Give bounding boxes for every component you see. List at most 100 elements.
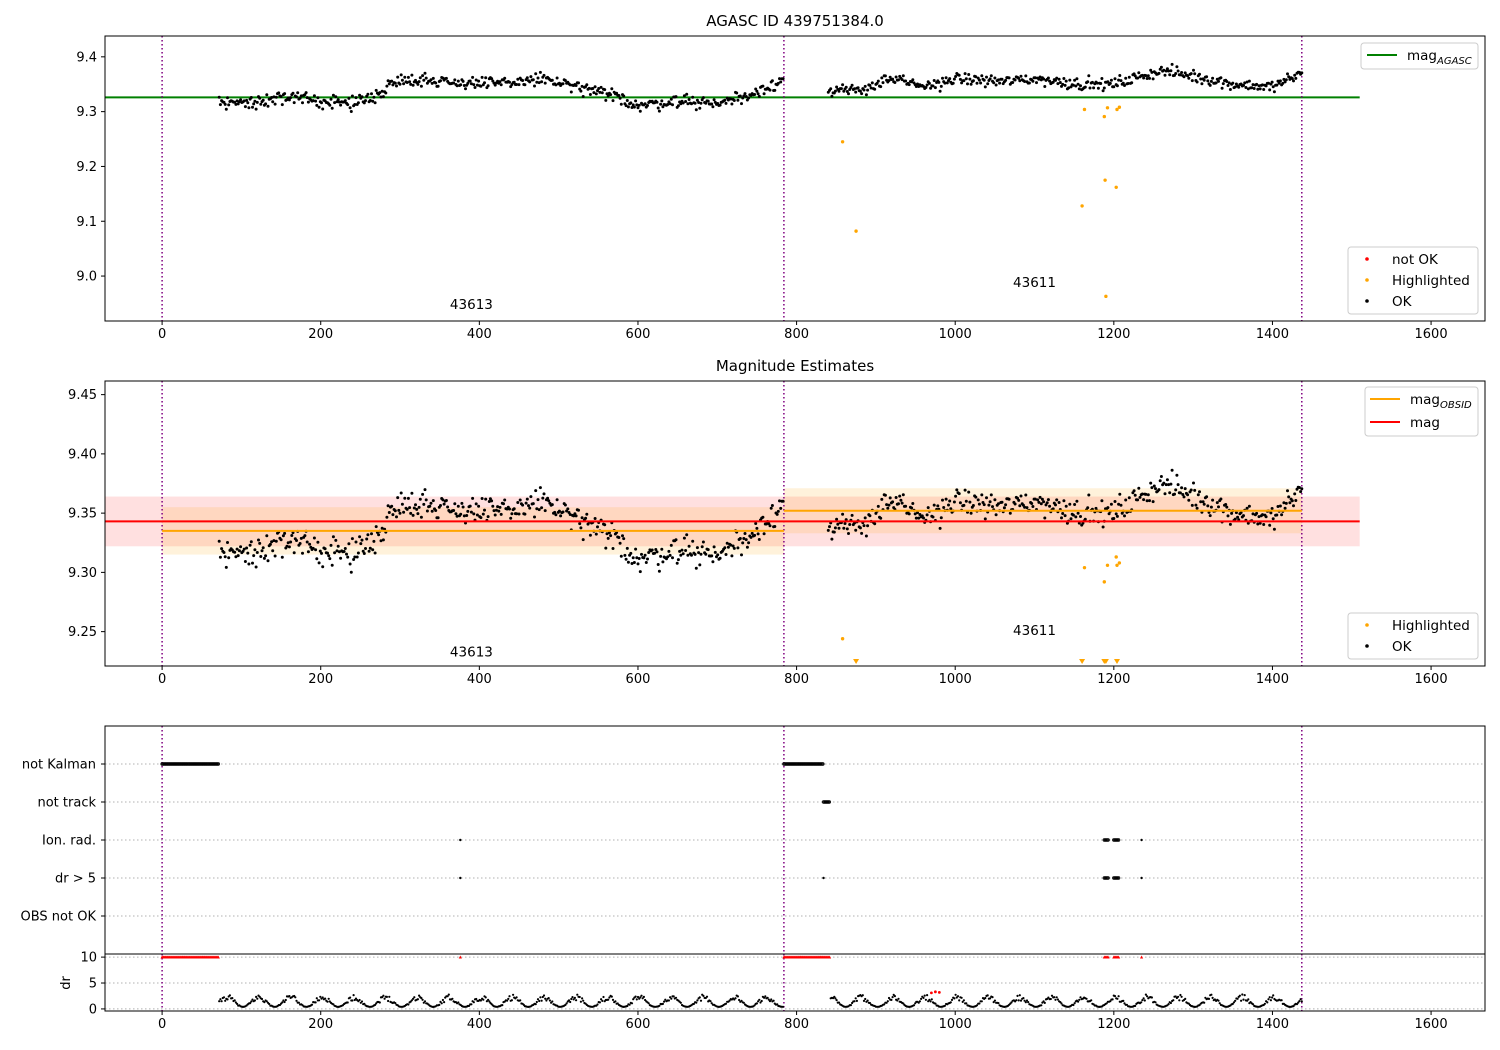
dr-point — [736, 995, 740, 998]
ok-point — [637, 103, 641, 107]
dr-point — [220, 1000, 223, 1003]
dr-point — [698, 996, 701, 999]
ok-point — [233, 550, 237, 554]
ok-point — [393, 81, 397, 85]
ok-point — [419, 515, 423, 519]
dr-point — [236, 1002, 239, 1006]
flag-label: dr > 5 — [55, 872, 96, 887]
ok-point — [968, 500, 972, 504]
agasc-axes-frame — [104, 35, 1486, 322]
ok-point — [1293, 73, 1297, 77]
ok-point — [604, 546, 608, 550]
dr-point — [360, 1000, 364, 1003]
ok-point — [1282, 501, 1286, 505]
ok-point — [916, 511, 919, 515]
ok-point — [624, 557, 628, 561]
ok-point — [350, 94, 354, 98]
ok-point — [975, 81, 979, 85]
dr-capped-marker — [1106, 955, 1110, 959]
ok-point — [606, 536, 610, 540]
ok-point — [1039, 502, 1043, 506]
ok-point — [1178, 491, 1182, 495]
ok-point — [1077, 87, 1081, 91]
ok-point — [1073, 503, 1077, 506]
ok-point — [1270, 507, 1274, 510]
ok-point — [379, 95, 383, 99]
dr-point — [759, 1001, 762, 1004]
flag-point — [459, 876, 462, 880]
dr-point — [327, 997, 330, 1000]
ok-point — [931, 515, 935, 519]
legend-label-ok: OK — [1392, 294, 1413, 310]
agasc-legend-lines: magAGASC — [1360, 42, 1479, 70]
ok-point — [1275, 513, 1279, 517]
ok-point — [315, 103, 319, 107]
ok-point — [1051, 507, 1055, 511]
dr-point — [920, 997, 923, 1001]
ok-point — [958, 501, 962, 505]
flag-label: not track — [37, 796, 96, 811]
ok-point — [429, 501, 433, 505]
ok-point — [1142, 76, 1146, 80]
ok-point — [695, 546, 699, 550]
ok-point — [598, 90, 602, 94]
dr-point — [1078, 998, 1081, 1001]
dr-point — [986, 994, 989, 997]
ok-point — [1119, 79, 1123, 83]
dr-point — [663, 1000, 666, 1003]
ok-point — [320, 551, 323, 555]
ok-point — [304, 91, 308, 95]
ok-point — [1048, 79, 1052, 83]
ok-point — [456, 504, 460, 508]
ok-point — [1167, 69, 1171, 73]
dr-point — [346, 1001, 349, 1004]
ok-point — [974, 75, 978, 79]
ok-point — [1282, 77, 1286, 81]
ok-point — [621, 534, 624, 538]
ok-point — [740, 102, 743, 106]
dr-point — [642, 995, 646, 999]
dr-capped-marker — [1117, 955, 1121, 959]
ok-point — [1067, 86, 1071, 90]
ok-point — [1182, 75, 1186, 79]
ok-point — [718, 556, 722, 560]
ok-point — [657, 109, 661, 113]
ok-point — [684, 549, 688, 552]
x-tick-label: 600 — [626, 672, 651, 687]
ok-point — [773, 525, 777, 528]
ok-point — [918, 513, 922, 516]
x-tick-label: 1400 — [1256, 1017, 1289, 1032]
ok-point — [374, 88, 378, 92]
ok-point — [247, 562, 251, 566]
ok-point — [642, 556, 646, 560]
ok-point — [227, 556, 231, 560]
ok-point — [845, 90, 849, 93]
ok-point — [243, 105, 247, 109]
dr-point — [572, 998, 575, 1001]
ok-point — [1054, 503, 1057, 507]
ok-point — [1299, 490, 1303, 494]
ok-point — [396, 75, 400, 79]
ok-point — [381, 95, 385, 99]
ok-point — [1109, 78, 1113, 82]
ok-point — [597, 87, 601, 90]
ok-point — [625, 546, 629, 550]
below-range-marker — [853, 659, 860, 664]
highlighted-point — [1117, 561, 1122, 565]
ok-point — [395, 515, 398, 519]
ok-point — [842, 526, 846, 530]
ok-point — [1071, 513, 1075, 517]
ok-point — [862, 524, 866, 528]
ok-point — [1245, 506, 1249, 510]
ok-point — [936, 504, 940, 508]
ok-point — [736, 546, 740, 550]
dr-point — [1049, 997, 1052, 1001]
highlighted-point — [1080, 204, 1084, 208]
dr-point — [978, 1002, 981, 1005]
ok-point — [386, 79, 390, 83]
ok-point — [220, 547, 224, 551]
ok-point — [587, 86, 591, 90]
ok-point — [967, 490, 971, 494]
ok-point — [555, 76, 559, 80]
dr-point — [639, 996, 642, 999]
